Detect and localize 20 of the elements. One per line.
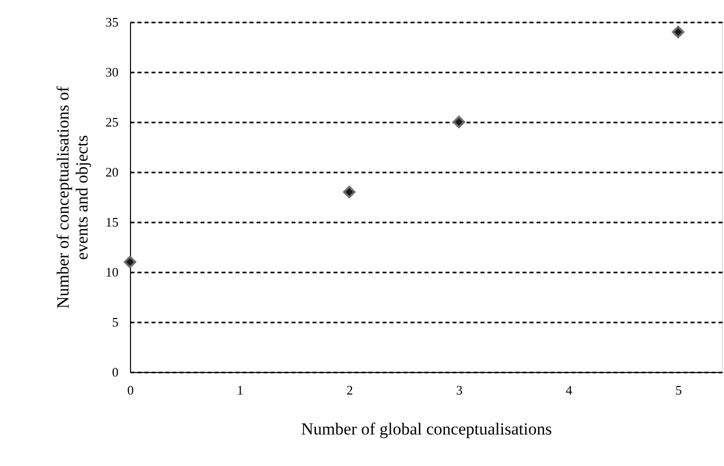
point	[452, 116, 466, 128]
point	[672, 26, 684, 38]
y-tick-label: 5	[112, 314, 118, 330]
x-tick-label: 1	[236, 382, 244, 398]
y-tick-label: 0	[112, 364, 118, 380]
y-tick-label: 10	[106, 264, 118, 280]
y-axis-title: Number of conceptualisations of events and objects	[54, 86, 92, 309]
y-tick-label: 15	[106, 214, 118, 230]
point	[343, 186, 356, 198]
y-tick-label: 30	[106, 64, 118, 80]
x-tick-label: 0	[127, 382, 134, 398]
y-tick-label: 35	[106, 14, 118, 30]
x-tick-label: 3	[456, 382, 463, 398]
y-tick-label: 25	[106, 114, 118, 130]
point	[124, 256, 136, 268]
x-tick-label: 5	[675, 382, 682, 398]
y-tick-label: 20	[106, 164, 118, 180]
x-tick-label: 4	[566, 382, 573, 398]
x-tick-label: 2	[346, 382, 354, 398]
x-axis-title: Number of global conceptualisations	[301, 420, 552, 438]
